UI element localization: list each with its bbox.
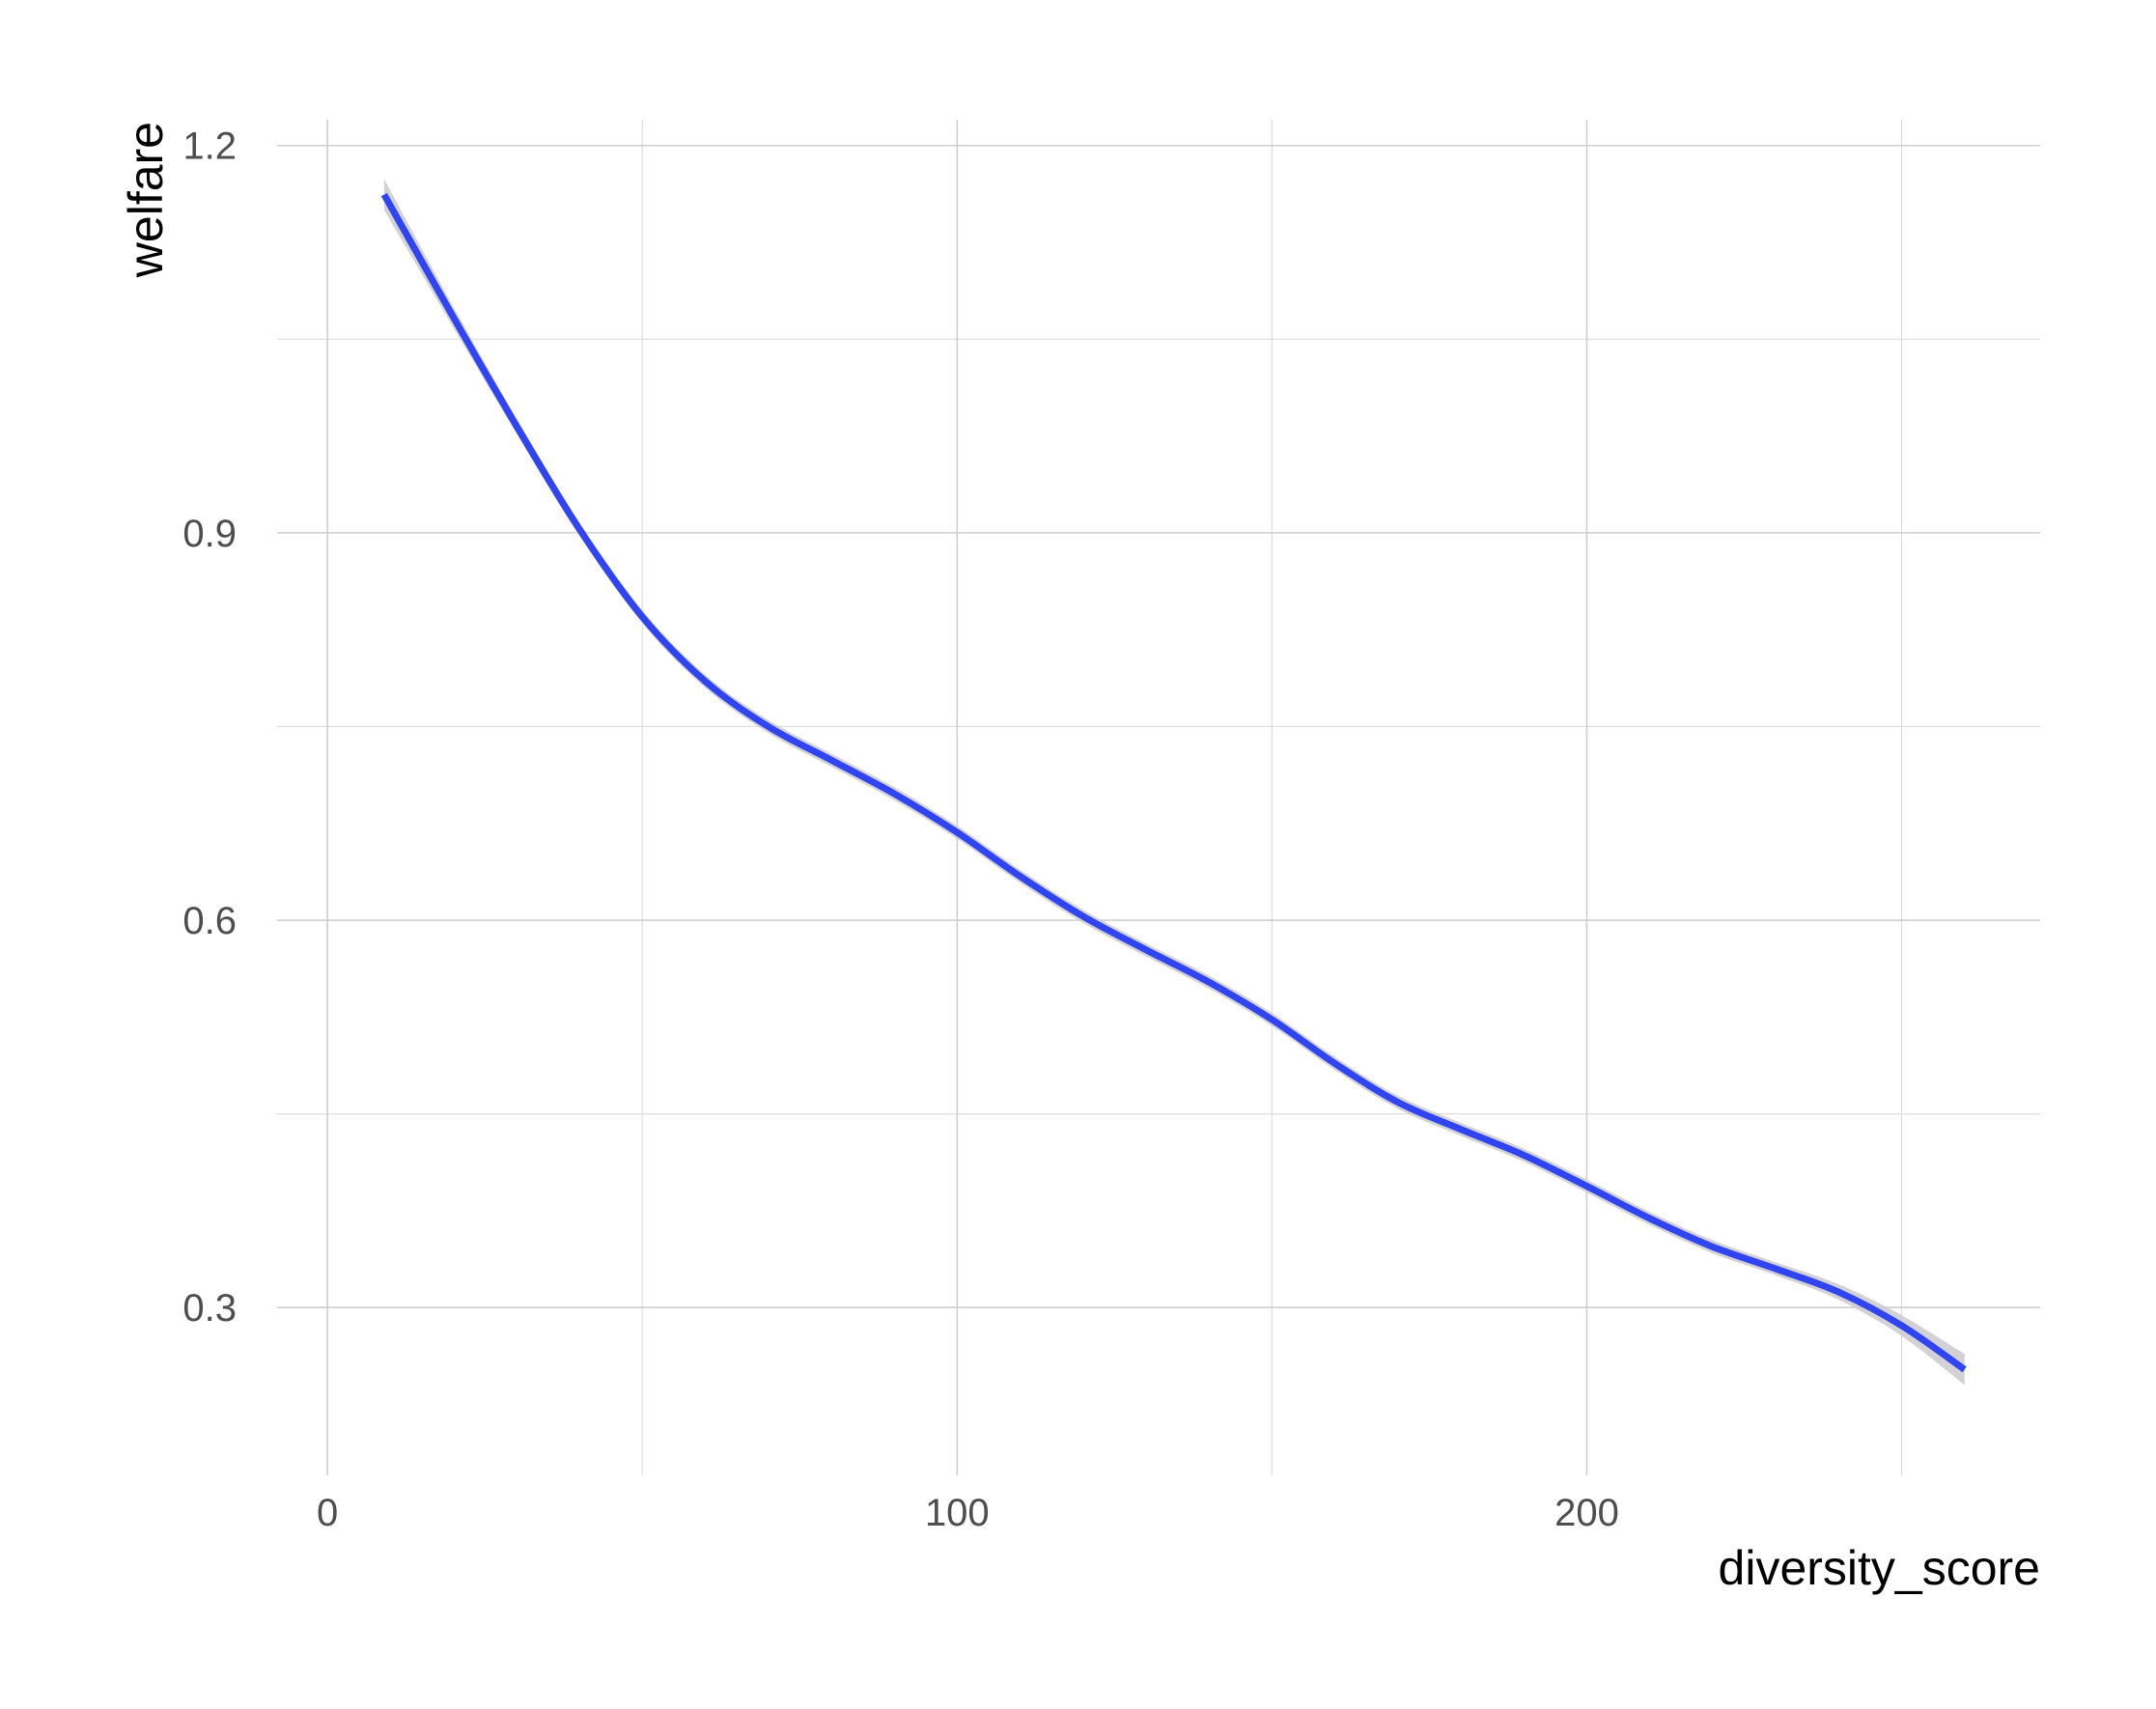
y-tick-label: 0.9: [182, 513, 237, 555]
minor-gridlines-x: [641, 120, 1903, 1475]
x-tick-label: 200: [1554, 1492, 1619, 1534]
x-axis-title: diversity_score: [1719, 1541, 2040, 1595]
x-tick-labels: 0 100 200: [317, 1492, 1619, 1534]
series-layer: [380, 179, 1967, 1386]
major-gridlines-y: [277, 144, 2040, 1308]
y-tick-label: 1.2: [182, 126, 237, 168]
series-line: [380, 192, 1967, 1373]
y-tick-labels: 0.3 0.6 0.9 1.2: [182, 126, 237, 1330]
confidence-band: [383, 179, 1965, 1386]
y-tick-label: 0.3: [182, 1287, 237, 1330]
y-axis-title: welfare: [119, 122, 173, 278]
major-gridlines-x: [326, 120, 1588, 1475]
x-tick-label: 0: [317, 1492, 338, 1534]
x-tick-label: 100: [925, 1492, 990, 1534]
minor-gridlines-y: [277, 338, 2040, 1115]
y-tick-label: 0.6: [182, 900, 237, 942]
